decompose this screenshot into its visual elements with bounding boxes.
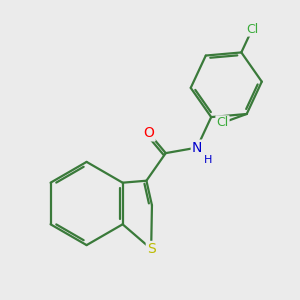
Text: N: N: [192, 141, 202, 154]
Text: Cl: Cl: [216, 116, 229, 129]
Text: O: O: [144, 126, 154, 140]
Text: H: H: [204, 154, 212, 164]
Text: S: S: [147, 242, 155, 256]
Text: Cl: Cl: [246, 22, 258, 36]
